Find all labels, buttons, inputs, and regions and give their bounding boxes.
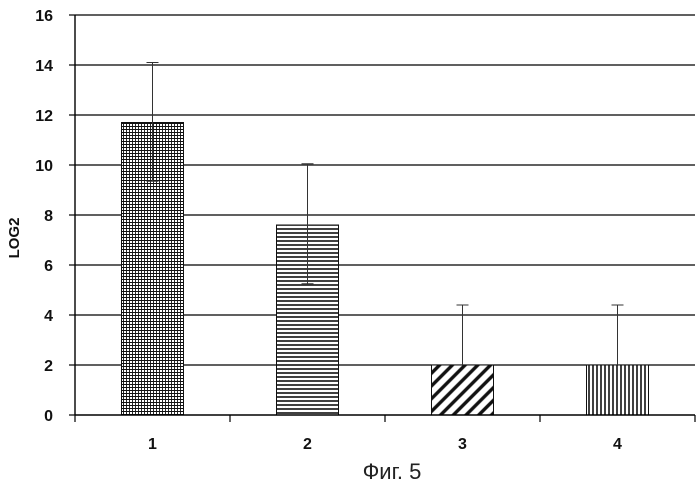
error-bars — [147, 63, 624, 366]
y-tick-label: 10 — [35, 158, 53, 175]
x-tick-label: 4 — [613, 436, 622, 453]
y-axis-title: LOG2 — [6, 218, 23, 259]
x-tick-label: 2 — [303, 436, 312, 453]
y-tick-label: 0 — [44, 408, 53, 425]
x-tick-labels: 1 2 3 4 — [148, 436, 622, 453]
bar-4 — [587, 365, 649, 415]
y-tick-label: 8 — [44, 208, 53, 225]
x-tick-label: 3 — [458, 436, 467, 453]
y-tick-label: 2 — [44, 358, 53, 375]
y-tick-label: 16 — [35, 8, 53, 25]
bars — [122, 123, 649, 416]
y-tick-label: 14 — [35, 58, 53, 75]
bar-3 — [432, 365, 494, 415]
y-tick-labels: 0 2 4 6 8 10 12 14 16 — [35, 8, 53, 425]
figure-caption: Фиг. 5 — [363, 459, 422, 484]
x-tick-label: 1 — [148, 436, 157, 453]
y-tick-label: 6 — [44, 258, 53, 275]
y-tick-label: 12 — [35, 108, 53, 125]
y-tick-label: 4 — [44, 308, 53, 325]
